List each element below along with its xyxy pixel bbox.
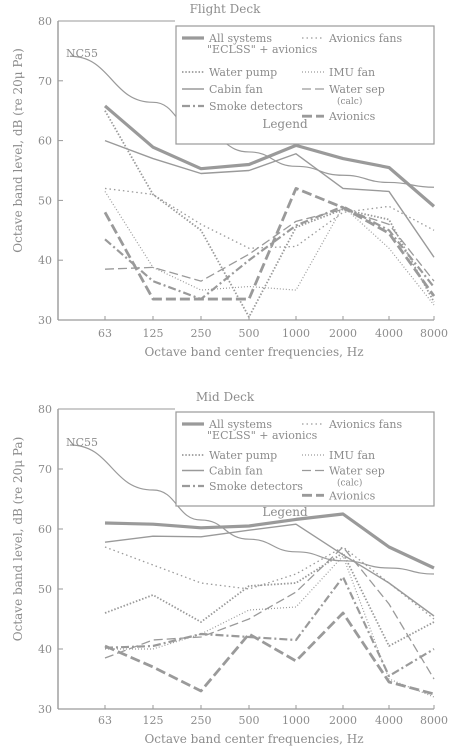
legend-label: Avionics — [328, 489, 376, 502]
x-tick-label: 2000 — [329, 327, 357, 340]
legend-label: "ECLSS" + avionics — [207, 43, 318, 56]
series-line-cabin-fan — [104, 523, 435, 617]
y-tick-label: 50 — [38, 583, 52, 596]
y-axis-label: Octave band level, dB (re 20μ Pa) — [11, 48, 25, 252]
series-line-imu-fan — [104, 191, 435, 306]
x-tick-label: 4000 — [375, 327, 403, 340]
series-line-cabin-fan — [104, 139, 435, 258]
series-line-avionics — [104, 611, 435, 696]
legend-label: Water sep — [329, 465, 385, 478]
x-tick-label: 1000 — [282, 714, 310, 727]
x-tick-label: 250 — [191, 714, 212, 727]
legend-caption: Legend — [262, 117, 308, 131]
series-line-avionics-fans — [104, 546, 435, 620]
legend-box — [175, 411, 435, 507]
chart-panel-mid-deck: Mid Deck 30 40 50 60 70 80 63 125 250 500 1000 2000 4… — [11, 390, 448, 746]
x-tick-label: 2000 — [329, 714, 357, 727]
y-tick-label: 60 — [38, 135, 52, 148]
x-tick-label: 125 — [143, 327, 164, 340]
x-tick-label: 1000 — [282, 327, 310, 340]
y-tick-label: 70 — [38, 463, 52, 476]
y-tick-label: 30 — [38, 703, 52, 716]
chart-panel-flight-deck: Flight Deck 30 40 50 60 70 80 63 125 250 500 1000 20… — [11, 2, 448, 359]
legend-label: IMU fan — [329, 66, 375, 79]
legend-label: Water pump — [209, 66, 277, 79]
series-line-water-sep-calc — [104, 208, 435, 282]
legend-box — [175, 25, 435, 145]
y-tick-label: 70 — [38, 75, 52, 88]
legend-label: (calc) — [337, 478, 362, 489]
legend-label: Avionics fans — [328, 418, 402, 431]
legend-label: Cabin fan — [209, 465, 263, 478]
x-tick-label: 125 — [143, 714, 164, 727]
y-tick-label: 30 — [38, 314, 52, 327]
y-tick-label: 50 — [38, 194, 52, 207]
legend-label: Avionics — [328, 110, 376, 123]
legend-label: All systems — [208, 32, 272, 45]
series-line-imu-fan — [105, 555, 435, 698]
legend-caption: Legend — [262, 505, 308, 519]
x-axis-label: Octave band center frequencies, Hz — [144, 732, 363, 746]
x-tick-label: 500 — [239, 327, 260, 340]
nc55-label: NC55 — [66, 436, 98, 449]
y-axis-label: Octave band level, dB (re 20μ Pa) — [11, 437, 25, 641]
y-tick-label: 40 — [38, 643, 52, 656]
legend-label: All systems — [208, 418, 272, 431]
series-line-all-systems-eclss-avionics — [104, 512, 435, 570]
x-tick-label: 63 — [98, 327, 112, 340]
series-line-water-pump — [104, 110, 435, 318]
legend: All systems"ECLSS" + avionics Avionics fa… — [175, 25, 435, 145]
legend-label: (calc) — [337, 96, 362, 107]
y-tick-label: 60 — [38, 523, 52, 536]
legend-label: Water sep — [329, 83, 385, 96]
legend-label: IMU fan — [329, 449, 375, 462]
x-tick-label: 250 — [191, 327, 212, 340]
legend-label: Smoke detectors — [209, 480, 303, 493]
series-line-water-sep-calc — [104, 546, 435, 680]
x-axis-label: Octave band center frequencies, Hz — [144, 345, 363, 359]
nc55-reference-curve — [69, 444, 435, 575]
series-line-water-pump — [104, 552, 435, 647]
series-line-avionics-fans — [104, 187, 435, 249]
y-tick-label: 80 — [38, 403, 52, 416]
x-tick-label: 8000 — [420, 327, 448, 340]
x-tick-label: 500 — [239, 714, 260, 727]
legend: All systems"ECLSS" + avionics Avionics fa… — [175, 411, 435, 507]
chart-title: Flight Deck — [190, 2, 261, 16]
y-tick-label: 80 — [38, 15, 52, 28]
chart-title: Mid Deck — [196, 390, 255, 404]
legend-label: Cabin fan — [209, 83, 263, 96]
series-line-smoke-detectors — [104, 575, 435, 678]
x-tick-label: 8000 — [420, 714, 448, 727]
y-tick-label: 40 — [38, 254, 52, 267]
series-line-avionics — [103, 187, 436, 301]
nc55-reference-curve — [69, 55, 435, 188]
legend-label: "ECLSS" + avionics — [207, 429, 318, 442]
x-tick-label: 63 — [98, 714, 112, 727]
legend-label: Smoke detectors — [209, 100, 303, 113]
nc55-label: NC55 — [66, 47, 98, 60]
legend-label: Avionics fans — [328, 32, 402, 45]
legend-label: Water pump — [209, 449, 277, 462]
x-tick-label: 4000 — [375, 714, 403, 727]
series-line-all-systems-eclss-avionics — [103, 104, 436, 208]
